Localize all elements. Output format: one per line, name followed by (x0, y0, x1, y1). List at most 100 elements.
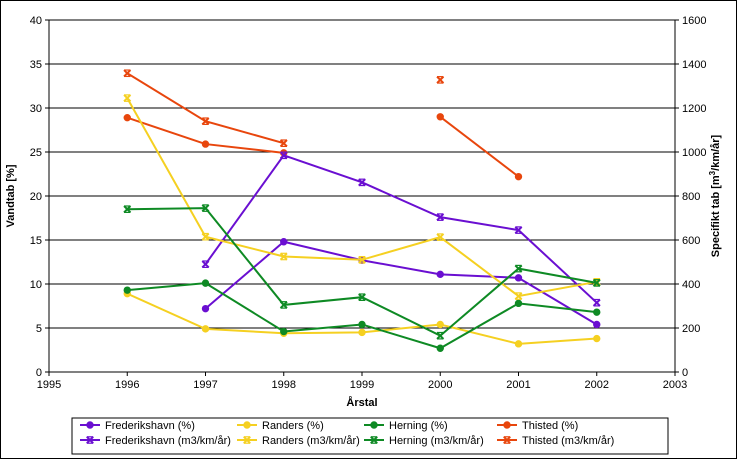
data-point (436, 320, 444, 329)
y-right-tick-label: 600 (682, 235, 700, 247)
legend-item: Thisted (%) (497, 420, 578, 432)
y-axis-right-title-tail: /km/år] (710, 134, 722, 170)
data-point (201, 260, 210, 269)
x-tick-label: 2003 (663, 379, 687, 391)
x-axis-title: Årstal (346, 396, 377, 409)
y-axis-right-title: Specifikt tab [m3/km/år] (708, 134, 722, 257)
data-point-x (201, 117, 210, 126)
data-point (436, 270, 444, 279)
data-point (593, 334, 601, 343)
data-point (592, 278, 601, 287)
y-right-tick-label: 1600 (682, 15, 706, 27)
data-point-x (279, 252, 288, 261)
y-left-tick-label: 20 (30, 191, 42, 203)
x-tick-label: 1999 (350, 379, 374, 391)
series-2 (123, 279, 601, 352)
series-5 (123, 94, 601, 301)
data-point (201, 117, 210, 126)
data-point-x (514, 226, 523, 235)
data-point (358, 255, 366, 264)
legend-item: Randers (m3/km/år) (237, 435, 360, 447)
data-point (201, 232, 210, 241)
data-point (593, 320, 601, 329)
y-left-tick-label: 10 (30, 279, 42, 291)
data-point (592, 298, 601, 307)
data-point-x (436, 213, 445, 222)
data-point (201, 304, 210, 313)
data-point (123, 94, 132, 103)
data-point-x (358, 255, 366, 264)
data-point (279, 300, 288, 309)
legend: Frederikshavn (%) Randers (%) Herning (%) T… (80, 420, 614, 447)
data-point (279, 151, 288, 160)
x-tick-label: 2001 (506, 379, 530, 391)
data-point (358, 293, 366, 302)
legend-item: Frederikshavn (m3/km/år) (80, 435, 231, 447)
data-point-x (358, 293, 366, 302)
y-axis-left-title: Vandtab [%] (5, 164, 17, 227)
data-point (514, 292, 523, 301)
x-tick-label: 1997 (193, 379, 217, 391)
legend-label: Frederikshavn (%) (105, 420, 195, 432)
data-point (436, 331, 445, 340)
data-point (514, 299, 523, 308)
data-point-x (123, 94, 132, 103)
data-point (280, 238, 288, 246)
y-right-tick-label: 200 (682, 323, 700, 335)
x-tick-label: 2000 (428, 379, 452, 391)
legend-label: Thisted (%) (522, 420, 578, 432)
gridlines (49, 63, 675, 329)
series-4 (201, 151, 601, 307)
series-7 (123, 69, 445, 148)
data-point-x (123, 205, 132, 214)
legend-label: Herning (%) (389, 420, 448, 432)
y-right-tick-label: 1000 (682, 147, 706, 159)
data-point-x (592, 278, 601, 287)
x-tick-label: 1998 (272, 379, 296, 391)
legend-item: Thisted (m3/km/år) (497, 435, 614, 447)
y-axis-right-title-base: Specifikt tab [m (710, 175, 722, 257)
data-point (279, 252, 288, 261)
data-point-x (201, 260, 210, 269)
data-point-x (123, 69, 132, 78)
data-point (201, 204, 210, 213)
y-right-tick-label: 400 (682, 279, 700, 291)
data-point (436, 344, 444, 352)
axis-ticks: 0510152025303540020040060080010001200140… (30, 15, 707, 391)
series-6 (123, 204, 601, 340)
series-3 (123, 113, 523, 181)
legend-swatch-marker (503, 421, 511, 429)
data-point-x (436, 233, 445, 242)
data-point-x (279, 300, 288, 309)
legend-item: Randers (%) (237, 420, 324, 432)
data-point (201, 140, 210, 148)
data-point (201, 279, 210, 287)
legend-item: Herning (%) (364, 420, 448, 432)
data-point-x (201, 204, 210, 213)
legend-swatch-marker-x (503, 436, 511, 444)
y-right-tick-label: 1400 (682, 59, 706, 71)
data-point (514, 172, 523, 181)
y-right-tick-label: 800 (682, 191, 700, 203)
data-point (123, 113, 131, 122)
data-point-x (201, 232, 210, 241)
series-line (204, 154, 598, 304)
legend-label: Randers (%) (262, 420, 324, 432)
data-point (358, 320, 366, 329)
data-point-x (358, 178, 366, 187)
y-left-tick-label: 15 (30, 235, 42, 247)
data-point (358, 178, 366, 187)
y-left-tick-label: 25 (30, 147, 42, 159)
legend-swatch-marker-x (86, 436, 94, 444)
data-point-x (514, 264, 523, 273)
data-point (436, 113, 444, 121)
legend-swatch-marker (86, 436, 94, 444)
data-point (280, 327, 288, 336)
data-point-x (436, 75, 445, 84)
legend-label: Frederikshavn (m3/km/år) (105, 435, 231, 447)
data-point (123, 205, 132, 214)
data-point (436, 213, 445, 222)
legend-swatch-marker (243, 421, 251, 429)
